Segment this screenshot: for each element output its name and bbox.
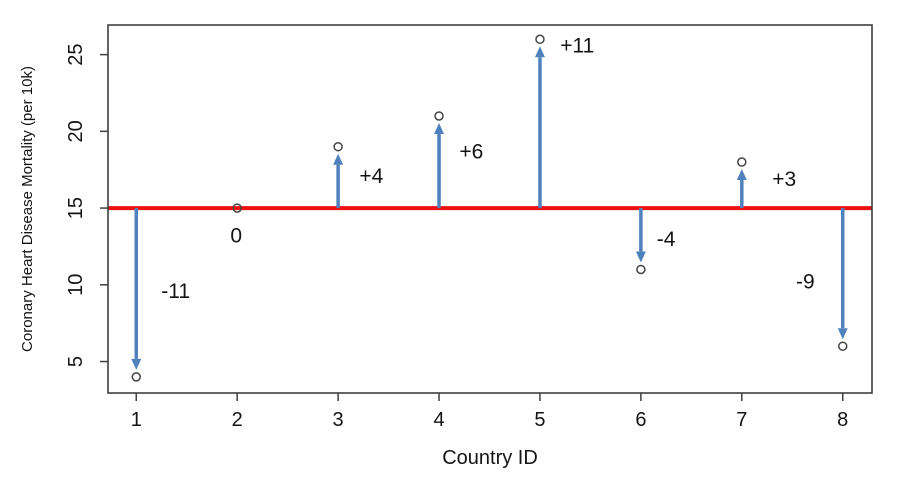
plot-box xyxy=(107,24,873,394)
data-point-marker xyxy=(837,341,848,351)
deviation-label: -11 xyxy=(161,280,190,303)
deviation-arrows-layer xyxy=(131,46,848,370)
x-tick-label: 5 xyxy=(534,409,545,431)
annotations-layer: -11 0 +4 +6 +11 -4 +3 -9 xyxy=(161,34,815,303)
deviation-arrow-head xyxy=(736,169,747,181)
deviation-label: +4 xyxy=(359,165,383,188)
x-axis-title: Country ID xyxy=(442,447,538,469)
deviation-label: 0 xyxy=(230,225,242,248)
y-tick-label: 15 xyxy=(65,197,87,219)
deviation-arrow-head xyxy=(635,251,646,263)
deviation-arrow-head xyxy=(534,46,545,58)
y-tick-label: 10 xyxy=(65,274,87,296)
y-tick-label: 25 xyxy=(65,43,87,65)
x-tick-label: 8 xyxy=(837,409,848,431)
x-tick-label: 6 xyxy=(635,409,646,431)
y-tick-label: 5 xyxy=(65,356,87,367)
deviation-label: +3 xyxy=(772,168,796,191)
y-axis-title: Coronary Heart Disease Mortality (per 10… xyxy=(19,66,36,352)
axes-layer: 1 2 3 4 5 6 7 8 5 10 15 20 25 xyxy=(65,24,873,431)
x-tick-label: 3 xyxy=(333,409,344,431)
y-tick-label: 20 xyxy=(65,120,87,142)
data-point-marker xyxy=(333,141,343,152)
x-tick-label: 1 xyxy=(131,409,142,431)
deviation-label: +6 xyxy=(459,140,483,163)
deviation-arrow-head xyxy=(333,153,344,165)
deviation-label: +11 xyxy=(560,34,594,57)
data-point-marker xyxy=(737,157,747,167)
x-tick-label: 2 xyxy=(232,409,243,431)
x-tick-label: 7 xyxy=(736,409,747,431)
data-points-layer xyxy=(131,34,848,382)
deviation-arrow-head xyxy=(434,123,445,135)
deviation-label: -4 xyxy=(657,228,676,251)
deviation-label: -9 xyxy=(796,271,815,294)
data-point-marker xyxy=(232,203,242,213)
x-tick-label: 4 xyxy=(433,409,444,431)
deviation-arrow-head xyxy=(837,328,848,340)
data-point-marker xyxy=(131,372,142,382)
deviation-arrow-head xyxy=(131,358,142,370)
data-point-marker xyxy=(636,264,646,275)
data-point-marker xyxy=(434,111,444,121)
data-point-marker xyxy=(535,34,545,45)
